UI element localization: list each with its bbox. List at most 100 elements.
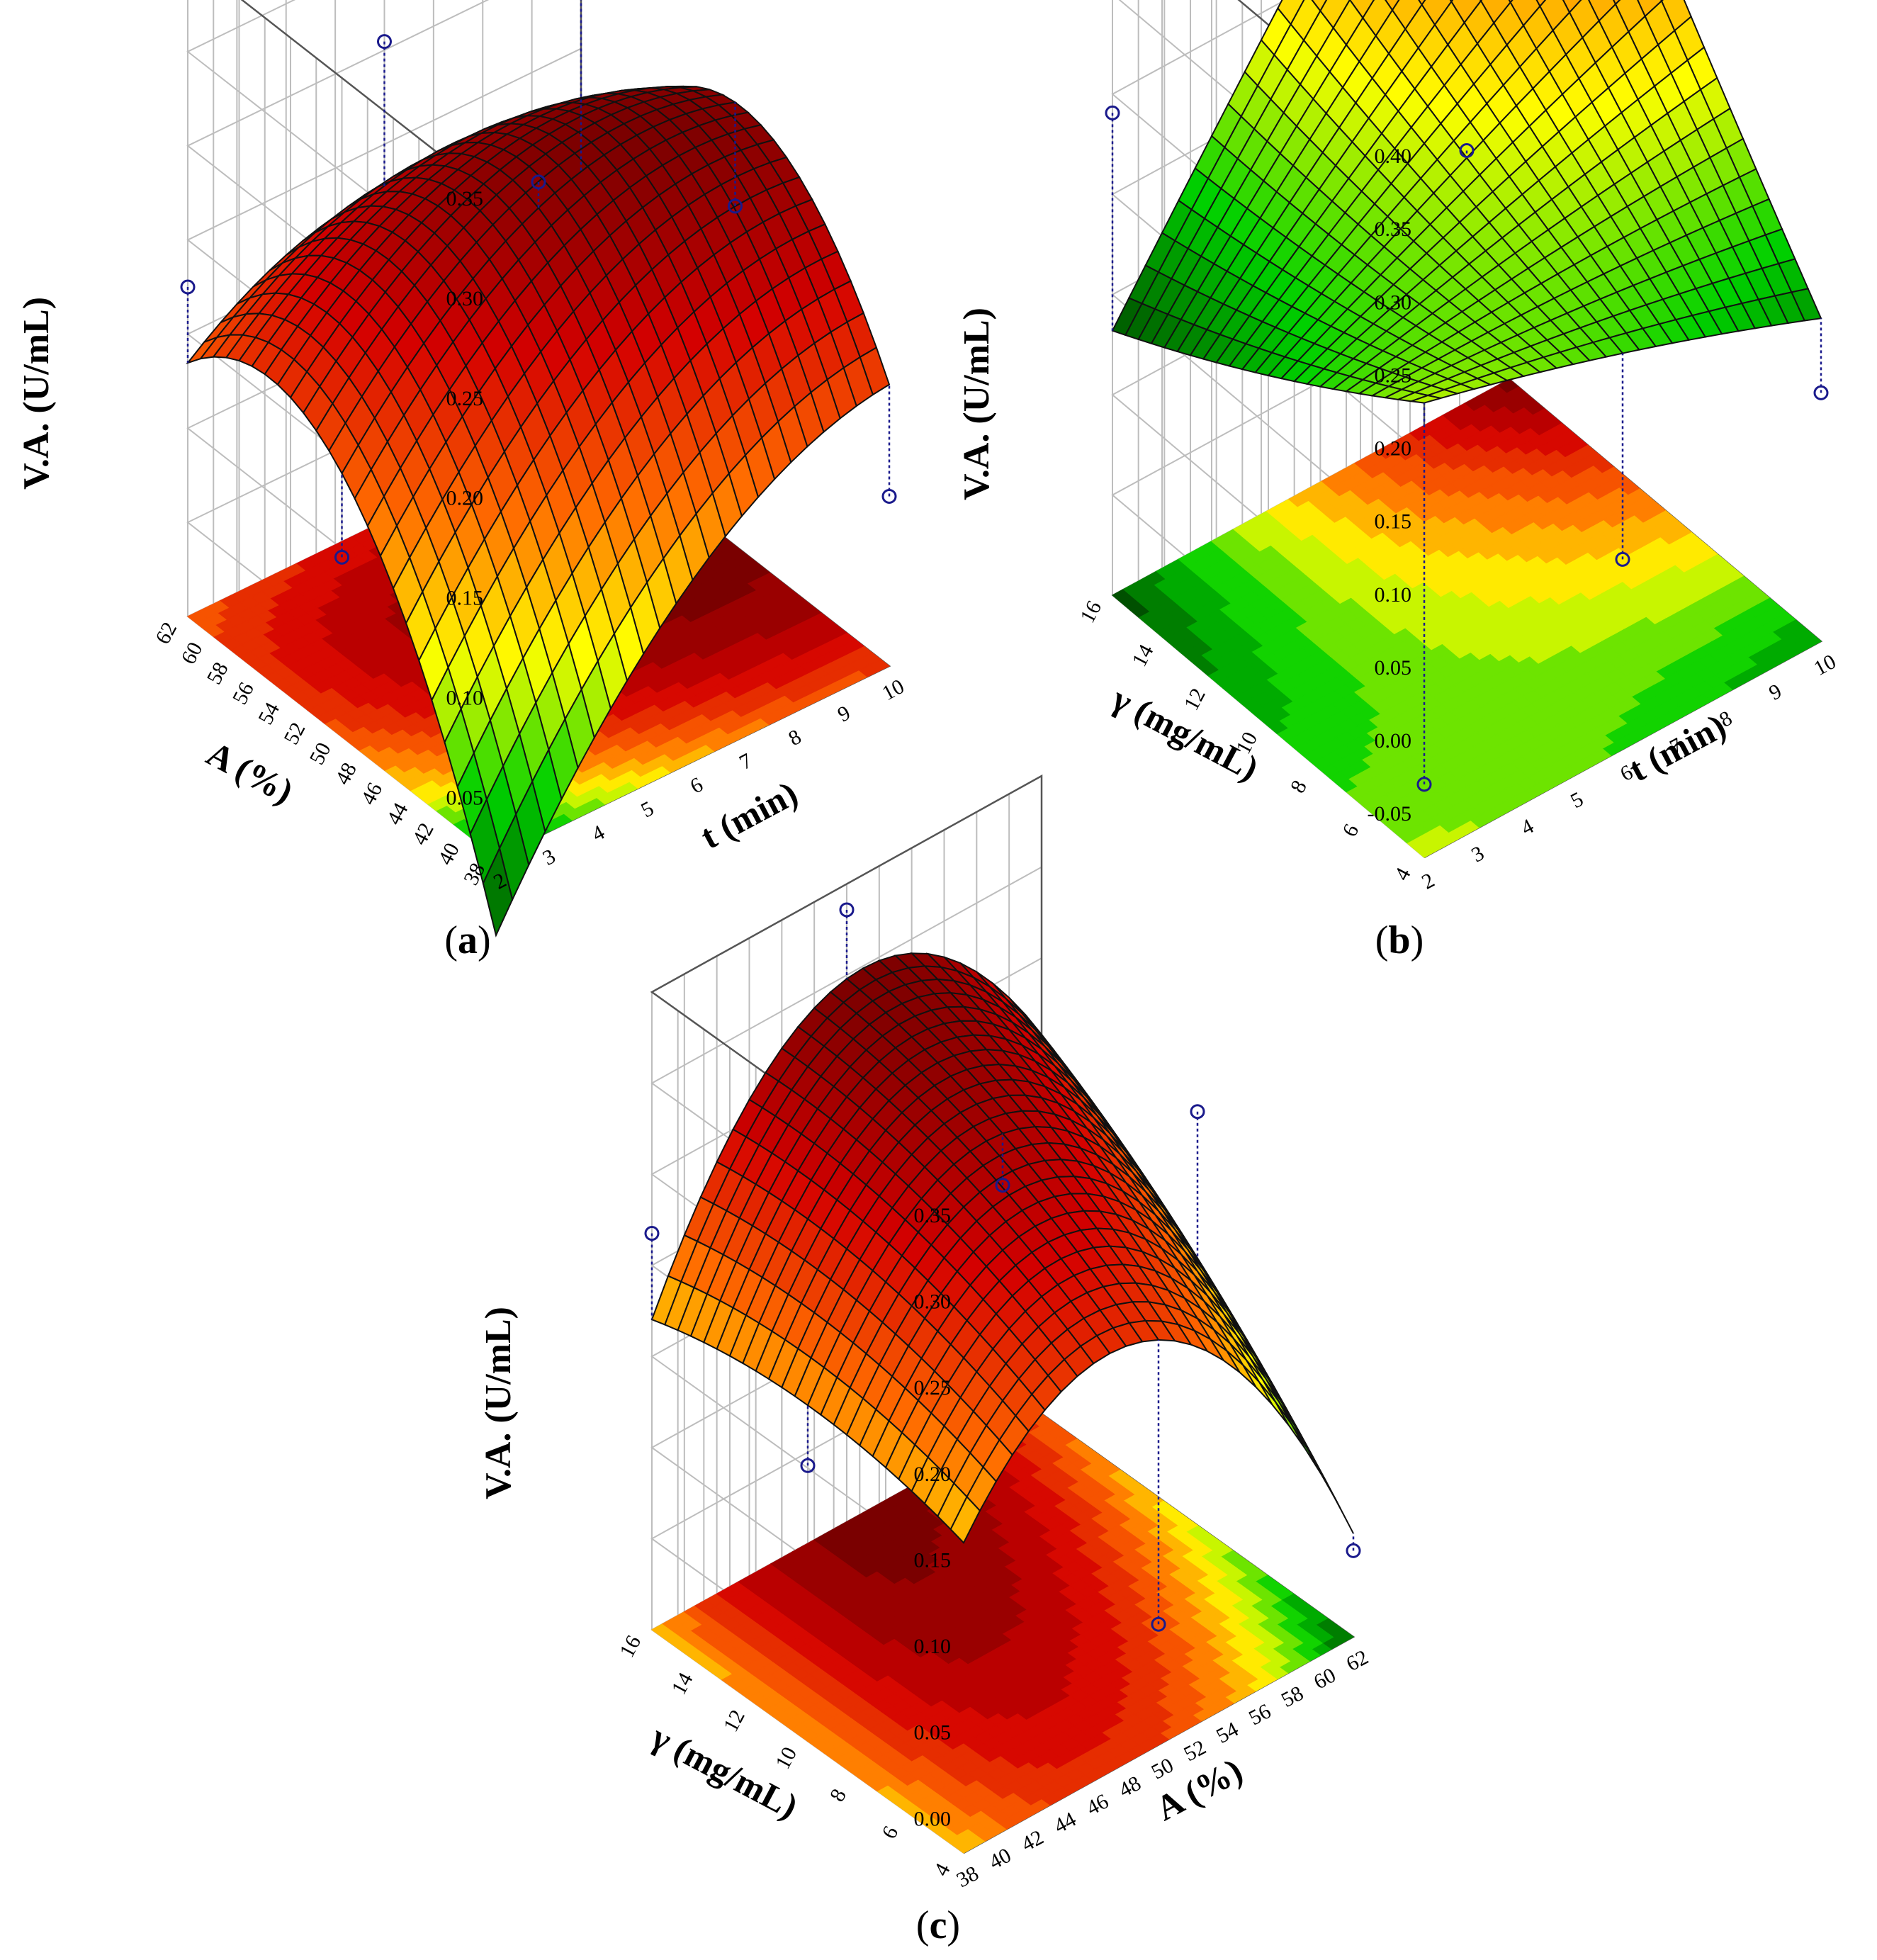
z-axis-title: V.A. (U/mL) (16, 297, 57, 490)
x-tick-label: 38 (953, 1862, 983, 1892)
y-tick-label: 16 (615, 1632, 646, 1662)
data-point (180, 279, 196, 295)
y-tick-label: 40 (434, 839, 464, 869)
x-tick-label: 2 (1418, 869, 1438, 894)
x-axis-title: t (min) (694, 773, 804, 857)
z-axis-title: V.A. (U/mL) (957, 308, 997, 500)
z-tick-label: 0.25 (914, 1376, 952, 1399)
y-tick-label: 6 (877, 1823, 903, 1843)
y-tick-label: 56 (228, 679, 259, 709)
data-point (881, 488, 897, 504)
data-point (531, 174, 546, 190)
contour-floor (1111, 378, 1822, 858)
panel-a-caption: (a) (444, 918, 490, 962)
z-tick-label: 0.30 (446, 287, 484, 310)
y-axis-title: A (%) (201, 733, 300, 811)
x-tick-label: 40 (985, 1844, 1015, 1874)
y-tick-label: 50 (305, 739, 336, 769)
y-tick-label: 8 (1286, 777, 1312, 797)
x-tick-label: 56 (1245, 1699, 1275, 1730)
panel-c-chart: (c) 0.000.050.100.150.200.250.300.353840… (478, 774, 1372, 1947)
x-tick-label: 10 (879, 675, 908, 705)
y-tick-label: 60 (176, 638, 207, 668)
z-axis-title: V.A. (U/mL) (478, 1307, 519, 1499)
data-point (728, 198, 743, 214)
z-tick-label: 0.10 (446, 687, 484, 710)
experimental-points (1105, 105, 1829, 792)
data-point (1459, 143, 1475, 158)
z-tick-label: 0.20 (446, 487, 484, 510)
data-point (377, 34, 392, 50)
y-tick-label: 14 (667, 1669, 697, 1699)
y-tick-label: 44 (382, 799, 412, 829)
data-point (1813, 385, 1829, 400)
y-tick-label: 10 (771, 1743, 801, 1773)
panel-b-caption: (b) (1375, 918, 1424, 962)
z-tick-label: 0.10 (914, 1635, 952, 1658)
x-tick-label: 5 (1567, 787, 1587, 813)
contour-floor (650, 1413, 1355, 1854)
z-tick-label: 0.10 (1375, 583, 1412, 607)
data-point (839, 902, 855, 918)
y-tick-label: 42 (408, 819, 439, 849)
z-tick-label: 0.15 (914, 1548, 952, 1572)
z-tick-label: 0.30 (914, 1290, 952, 1314)
z-tick-label: 0.05 (1375, 656, 1412, 680)
x-tick-label: 58 (1278, 1682, 1307, 1712)
data-point (1416, 777, 1432, 792)
response-surface (650, 952, 1354, 1544)
x-tick-label: 3 (1467, 841, 1488, 867)
x-tick-label: 42 (1018, 1825, 1047, 1856)
response-surface (1111, 0, 1822, 404)
y-tick-label: 62 (151, 619, 181, 648)
y-tick-label: 8 (825, 1785, 851, 1806)
data-point (995, 1178, 1010, 1193)
x-tick-label: 7 (735, 749, 756, 775)
x-tick-label: 46 (1083, 1789, 1112, 1820)
data-point (334, 549, 349, 565)
x-tick-label: 62 (1343, 1645, 1372, 1676)
z-tick-label: 0.15 (446, 587, 484, 610)
x-tick-label: 50 (1148, 1754, 1178, 1784)
x-tick-label: 5 (637, 796, 658, 822)
z-tick-label: 0.30 (1375, 291, 1412, 314)
z-tick-label: -0.05 (1368, 802, 1412, 826)
x-tick-label: 4 (588, 821, 609, 846)
y-tick-label: 4 (930, 1859, 955, 1880)
z-tick-label: 0.20 (1375, 437, 1412, 461)
x-tick-label: 3 (539, 845, 560, 870)
panel-a-chart: (a) 0.050.100.150.200.250.300.3523456789… (16, 0, 908, 962)
z-tick-label: 0.15 (1375, 510, 1412, 534)
y-tick-label: 48 (331, 759, 361, 789)
z-tick-label: 0.25 (1375, 364, 1412, 387)
experimental-points (644, 902, 1361, 1632)
z-tick-label: 0.35 (914, 1204, 952, 1227)
data-point (644, 1226, 660, 1241)
panel-c-caption: (c) (916, 1903, 960, 1947)
y-tick-label: 54 (254, 699, 284, 728)
y-tick-label: 6 (1338, 821, 1363, 841)
x-tick-label: 6 (687, 773, 707, 799)
z-tick-label: 0.00 (1375, 729, 1412, 753)
y-tick-label: 58 (203, 658, 233, 688)
z-tick-label: 0.20 (914, 1463, 952, 1486)
y-tick-label: 46 (356, 779, 387, 809)
z-tick-label: 0.00 (914, 1807, 952, 1830)
x-tick-label: 9 (1765, 680, 1786, 705)
x-tick-label: 52 (1180, 1735, 1210, 1766)
y-axis-title: γ (mg/mL) (645, 1716, 805, 1826)
x-tick-label: 44 (1050, 1808, 1080, 1838)
y-tick-label: 12 (719, 1706, 750, 1736)
data-point (1151, 1616, 1166, 1632)
panel-b-chart: (b) -0.05 0.00 0.05 0.10 0.15 0.20 0.25 0.30 0.3… (957, 0, 1840, 962)
z-tick-label: 0.40 (1375, 145, 1412, 168)
x-tick-label: 4 (1517, 814, 1538, 840)
y-tick-label: 52 (279, 719, 310, 748)
z-tick-label: 0.05 (914, 1721, 952, 1745)
z-tick-label: 0.25 (446, 387, 484, 410)
y-tick-label: 4 (1390, 864, 1416, 884)
data-point (1346, 1543, 1361, 1558)
z-tick-label: 0.05 (446, 786, 484, 809)
data-point (1190, 1104, 1205, 1120)
